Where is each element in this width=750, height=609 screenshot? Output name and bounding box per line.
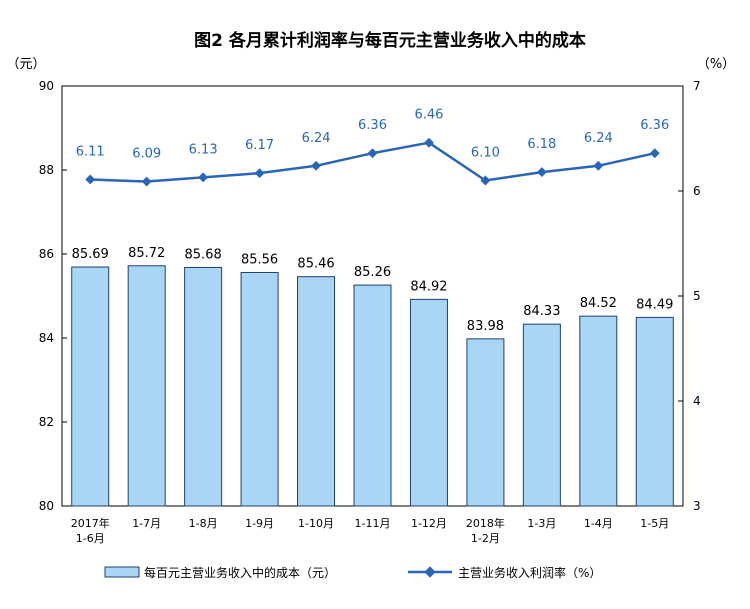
bar-data-label: 85.69: [72, 247, 109, 262]
bar-data-label: 84.92: [410, 279, 447, 294]
right-axis-tick-label: 7: [693, 79, 701, 93]
bar: [184, 266, 223, 507]
bar: [635, 316, 674, 507]
bar-data-label: 84.33: [523, 304, 560, 319]
bar: [409, 298, 448, 507]
bar-data-label: 85.56: [241, 252, 278, 267]
left-axis-tick-label: 88: [39, 163, 54, 177]
bar: [353, 284, 392, 507]
line-data-label: 6.13: [189, 142, 218, 157]
bar-data-label: 83.98: [467, 319, 504, 334]
line-point: [141, 176, 152, 187]
line-point: [254, 168, 265, 179]
category-label: 1-6月: [76, 532, 105, 545]
line-data-label: 6.36: [358, 118, 387, 133]
line-data-label: 6.11: [76, 144, 105, 159]
bar-data-label: 84.49: [636, 297, 673, 312]
bar: [522, 323, 561, 507]
bar: [127, 265, 166, 507]
category-label: 1-4月: [584, 517, 613, 530]
legend: 每百元主营业务收入中的成本（元） 主营业务收入利润率（%）: [104, 565, 601, 580]
chart-title: 图2 各月累计利润率与每百元主营业务收入中的成本: [194, 30, 586, 51]
right-axis-tick-label: 6: [693, 184, 701, 198]
category-label: 1-11月: [355, 517, 391, 530]
left-axis-unit: （元）: [6, 57, 45, 72]
legend-bar-label: 每百元主营业务收入中的成本（元）: [144, 565, 336, 580]
bar: [240, 271, 279, 507]
line-data-label: 6.24: [584, 131, 613, 146]
line-point: [424, 137, 434, 148]
left-axis-tick-label: 90: [39, 79, 54, 93]
category-label: 1-2月: [471, 532, 500, 545]
left-axis-tick-label: 86: [39, 247, 54, 261]
right-axis-unit: （%）: [697, 57, 735, 72]
category-label: 2017年: [71, 516, 110, 530]
line-data-label: 6.24: [302, 131, 331, 146]
line-point: [85, 174, 96, 185]
bar-data-label: 84.52: [580, 296, 617, 311]
line-point: [198, 172, 209, 183]
legend-line-marker: [424, 566, 436, 578]
line-data-label: 6.09: [132, 147, 161, 162]
bar: [579, 315, 618, 507]
bar: [71, 266, 110, 507]
line-point: [480, 175, 491, 186]
line-point: [367, 148, 378, 159]
right-axis-tick-label: 5: [693, 289, 701, 303]
line-data-label: 6.17: [245, 138, 274, 153]
bar-data-label: 85.46: [297, 257, 334, 272]
category-label: 1-7月: [132, 517, 161, 530]
legend-line-label: 主营业务收入利润率（%）: [458, 565, 601, 580]
bar-data-label: 85.68: [185, 247, 222, 262]
left-axis-tick-label: 82: [39, 415, 54, 429]
right-axis-tick-label: 3: [693, 499, 701, 513]
legend-bar-swatch: [104, 566, 140, 578]
line-point: [593, 160, 604, 171]
line-point: [311, 160, 321, 171]
category-label: 1-9月: [245, 517, 274, 530]
line-point: [649, 148, 660, 159]
category-label: 2018年: [466, 516, 505, 530]
category-label: 1-10月: [298, 517, 334, 530]
bar-data-label: 85.72: [128, 246, 165, 261]
line-data-label: 6.10: [471, 146, 500, 161]
category-label: 1-3月: [527, 517, 556, 530]
category-label: 1-12月: [411, 517, 447, 530]
bar: [297, 276, 336, 507]
line-point: [536, 167, 547, 178]
category-label: 1-5月: [640, 517, 669, 530]
left-axis-tick-label: 84: [39, 331, 54, 345]
line-data-label: 6.36: [640, 118, 669, 133]
line-data-label: 6.18: [527, 137, 556, 152]
right-axis-tick-label: 4: [693, 394, 701, 408]
left-axis-tick-label: 80: [39, 499, 54, 513]
plot-area: 80 82 84 86 88 90 3 4 5 6 7 85.69 85.72 85.68 85.56 85.…: [39, 79, 701, 545]
category-label: 1-8月: [189, 517, 218, 530]
bar-data-label: 85.26: [354, 265, 391, 280]
bar: [466, 338, 505, 507]
line-data-label: 6.46: [414, 108, 443, 123]
